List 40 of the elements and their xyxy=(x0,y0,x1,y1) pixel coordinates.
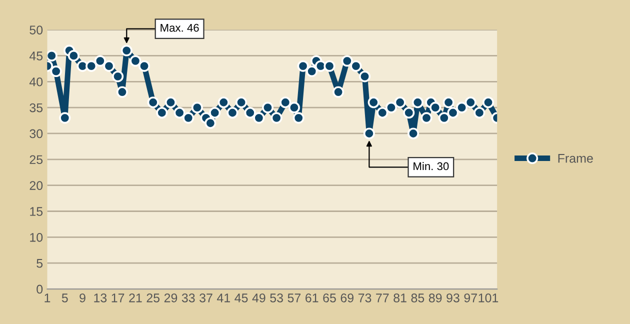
y-tick-label: 15 xyxy=(30,207,43,216)
x-tick-label: 5 xyxy=(62,294,68,302)
x-tick-label: 25 xyxy=(146,294,160,302)
x-tick-label: 37 xyxy=(200,294,212,302)
x-tick-label: 45 xyxy=(234,294,248,302)
y-tick-label: 0 xyxy=(36,284,43,294)
y-tick-label: 40 xyxy=(29,77,43,86)
y-tick-label: 10 xyxy=(30,232,43,242)
x-tick-label: 53 xyxy=(270,294,283,302)
x-tick-label: 29 xyxy=(164,294,178,302)
x-tick-label: 21 xyxy=(129,294,142,302)
y-tick-label: 35 xyxy=(30,103,43,112)
x-tick-label: 61 xyxy=(306,294,318,302)
y-tick-label: 50 xyxy=(30,26,43,34)
x-tick-label: 9 xyxy=(80,294,86,302)
y-tick-label: 25 xyxy=(30,155,43,164)
x-tick-label: 93 xyxy=(446,294,460,302)
annotation: Max. 46 xyxy=(160,24,199,32)
x-tick-label: 13 xyxy=(94,294,107,302)
legend-label: Frame xyxy=(558,154,593,163)
x-tick-label: 97 xyxy=(464,294,477,302)
y-tick-label: 45 xyxy=(29,52,43,60)
x-tick-label: 85 xyxy=(411,294,424,302)
x-tick-label: 69 xyxy=(340,294,354,302)
x-tick-label: 17 xyxy=(112,294,124,302)
y-tick-label: 30 xyxy=(30,129,43,138)
x-tick-label: 1 xyxy=(44,294,50,302)
x-tick-label: 77 xyxy=(376,294,389,302)
x-tick-label: 49 xyxy=(252,294,266,302)
x-tick-label: 57 xyxy=(288,294,301,302)
x-tick-label: 65 xyxy=(323,294,336,302)
annotation: Min. 30 xyxy=(414,162,449,170)
x-tick-label: 41 xyxy=(216,294,230,302)
x-tick-label: 89 xyxy=(428,294,442,302)
x-tick-label: 101 xyxy=(478,294,498,302)
x-tick-label: 33 xyxy=(182,294,195,302)
x-tick-label: 81 xyxy=(394,294,406,302)
y-tick-label: 20 xyxy=(30,181,43,190)
x-tick-label: 73 xyxy=(358,294,372,302)
y-tick-label: 5 xyxy=(36,259,43,268)
